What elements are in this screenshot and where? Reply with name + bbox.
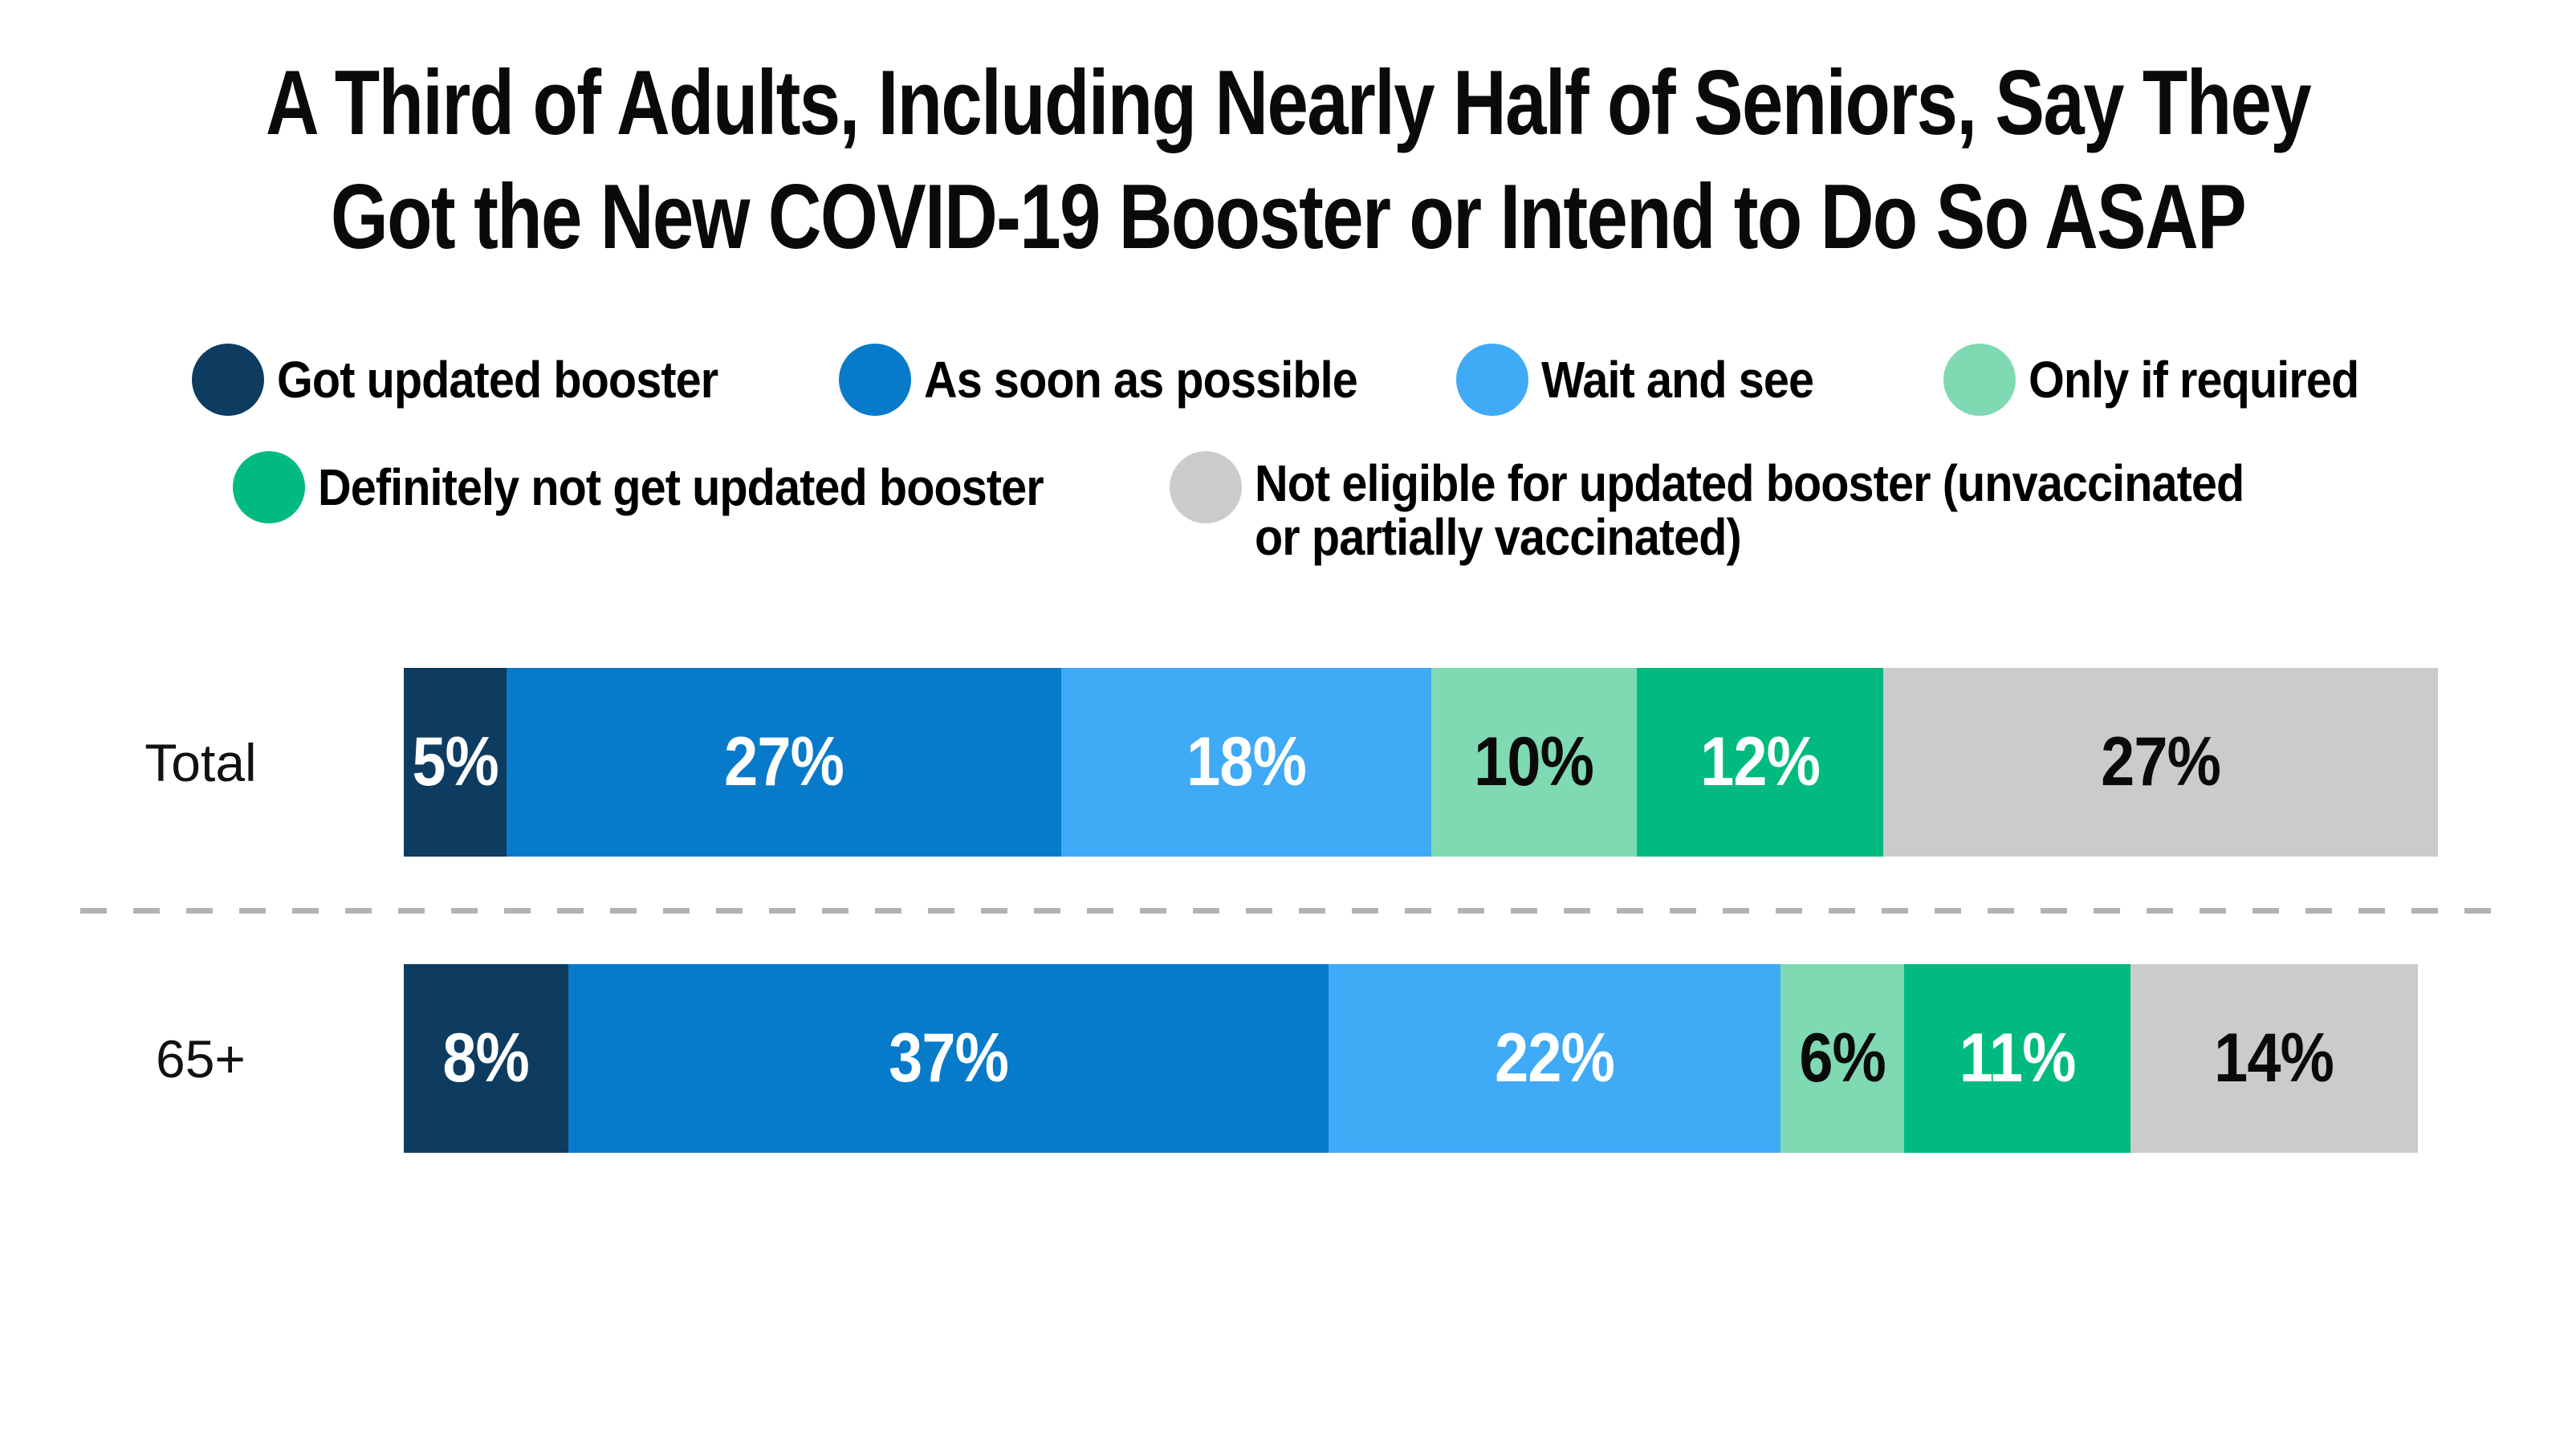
legend-item: Only if required bbox=[1943, 344, 2395, 416]
bar-segment-label: 37% bbox=[889, 1020, 1009, 1097]
legend-dot-icon bbox=[233, 451, 305, 523]
bar-segment: 5% bbox=[404, 668, 507, 857]
legend-label: Got updated booster bbox=[277, 351, 718, 409]
bar-segment-label: 14% bbox=[2214, 1020, 2335, 1097]
legend-dot-icon bbox=[1170, 451, 1242, 523]
legend-item: Got updated booster bbox=[192, 344, 767, 416]
bar-segment-label: 5% bbox=[412, 723, 499, 800]
bar-segment-label: 11% bbox=[1959, 1020, 2077, 1097]
chart-title-line-1: A Third of Adults, Including Nearly Half… bbox=[266, 52, 2312, 154]
bar-segment: 27% bbox=[507, 668, 1061, 857]
row-label-65plus: 65+ bbox=[156, 1028, 246, 1089]
bar-row-65plus: 8% 37% 22% 6% 11% 14% bbox=[404, 964, 2418, 1153]
bar-segment: 12% bbox=[1637, 668, 1883, 857]
bar-segment: 14% bbox=[2130, 964, 2418, 1153]
bar-segment-label: 8% bbox=[442, 1020, 531, 1097]
chart-title: A Third of Adults, Including Nearly Half… bbox=[0, 47, 2576, 275]
legend-item: Not eligible for updated booster (unvacc… bbox=[1170, 451, 2354, 564]
legend-item: Wait and see bbox=[1456, 344, 1844, 416]
legend-label: As soon as possible bbox=[924, 351, 1358, 409]
legend-item: As soon as possible bbox=[839, 344, 1406, 416]
chart-title-line-2: Got the New COVID-19 Booster or Intend t… bbox=[330, 166, 2247, 268]
bar-segment: 8% bbox=[404, 964, 568, 1153]
bar-segment: 6% bbox=[1780, 964, 1904, 1153]
bar-segment-label: 10% bbox=[1474, 723, 1595, 800]
legend-label: Only if required bbox=[2029, 351, 2359, 409]
legend-label: Wait and see bbox=[1541, 351, 1814, 409]
legend-dot-icon bbox=[839, 344, 911, 416]
legend-dot-icon bbox=[1456, 344, 1528, 416]
bar-segment-label: 6% bbox=[1799, 1020, 1886, 1097]
bar-segment: 11% bbox=[1904, 964, 2130, 1153]
legend-dot-icon bbox=[1943, 344, 2016, 416]
bar-segment: 22% bbox=[1329, 964, 1780, 1153]
legend-label: Definitely not get updated booster bbox=[318, 458, 1044, 516]
legend-item: Definitely not get updated booster bbox=[233, 451, 1124, 523]
bar-segment: 27% bbox=[1883, 668, 2438, 857]
bar-segment: 18% bbox=[1061, 668, 1431, 857]
row-label-total: Total bbox=[144, 732, 257, 792]
bar-segment-label: 27% bbox=[2101, 723, 2221, 800]
bar-segment-label: 27% bbox=[724, 723, 844, 800]
bar-segment: 10% bbox=[1431, 668, 1637, 857]
bar-segment-label: 12% bbox=[1700, 723, 1821, 800]
dashed-divider-line bbox=[80, 908, 2497, 914]
legend-dot-icon bbox=[192, 344, 264, 416]
bar-row-total: 5% 27% 18% 10% 12% 27% bbox=[404, 668, 2438, 857]
bar-segment: 37% bbox=[568, 964, 1329, 1153]
bar-segment-label: 22% bbox=[1495, 1020, 1615, 1097]
bar-segment-label: 18% bbox=[1186, 723, 1307, 800]
legend-label: Not eligible for updated booster (unvacc… bbox=[1255, 454, 2244, 566]
